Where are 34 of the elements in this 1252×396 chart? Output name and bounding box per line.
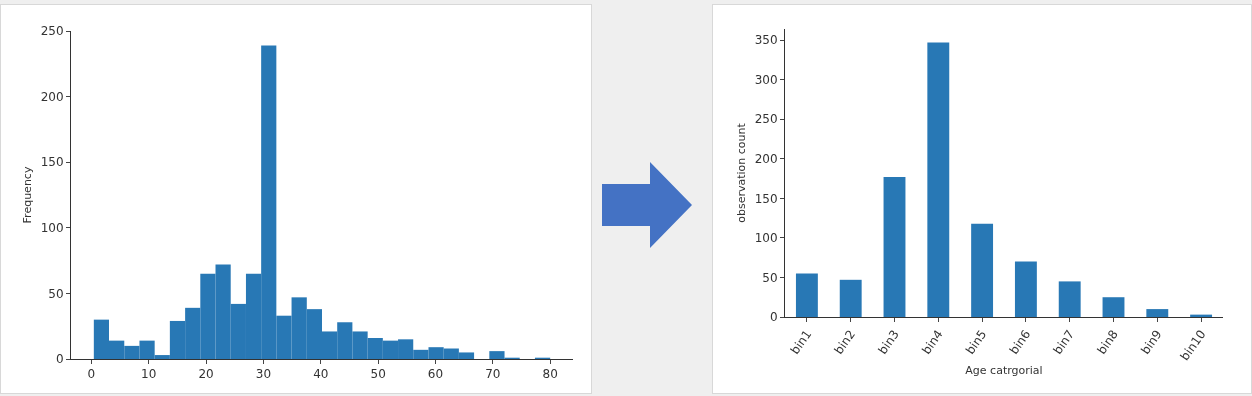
y-axis-title: Frequency	[21, 166, 35, 224]
y-tick-label: 50	[762, 270, 778, 285]
x-tick-label: 10	[141, 367, 157, 382]
x-tick-label: 50	[370, 367, 386, 382]
y-tick-label: 100	[40, 221, 64, 235]
y-tick-label: 300	[754, 72, 778, 87]
y-tick-label: 150	[40, 155, 64, 170]
bar	[1014, 261, 1037, 317]
x-tick-label: 70	[485, 367, 501, 382]
x-tick-label: 80	[542, 367, 558, 382]
bar	[883, 176, 906, 317]
bar	[927, 42, 950, 317]
y-tick-label: 250	[40, 24, 64, 39]
y-tick-label: 50	[48, 286, 64, 301]
y-tick-label: 250	[754, 112, 778, 127]
x-axis-title: Age catrgorial	[965, 364, 1043, 378]
y-tick-label: 200	[40, 89, 64, 104]
x-tick-label: 60	[427, 367, 444, 382]
bar	[1102, 297, 1125, 317]
y-tick-label: 100	[754, 231, 778, 246]
bar	[839, 279, 862, 317]
y-axis-title: observation count	[735, 122, 749, 223]
bar	[1146, 309, 1169, 317]
x-tick-label: 30	[255, 367, 272, 382]
bar	[971, 223, 994, 317]
x-tick-label: 0	[87, 367, 96, 382]
bar	[1058, 281, 1081, 317]
y-tick-label: 350	[754, 33, 778, 48]
x-tick-label: 40	[313, 367, 329, 382]
y-tick-label: 0	[769, 310, 778, 325]
y-tick-label: 150	[754, 191, 778, 206]
y-tick-label: 200	[754, 151, 778, 166]
bar	[795, 273, 818, 317]
x-tick-label: 20	[198, 367, 214, 382]
